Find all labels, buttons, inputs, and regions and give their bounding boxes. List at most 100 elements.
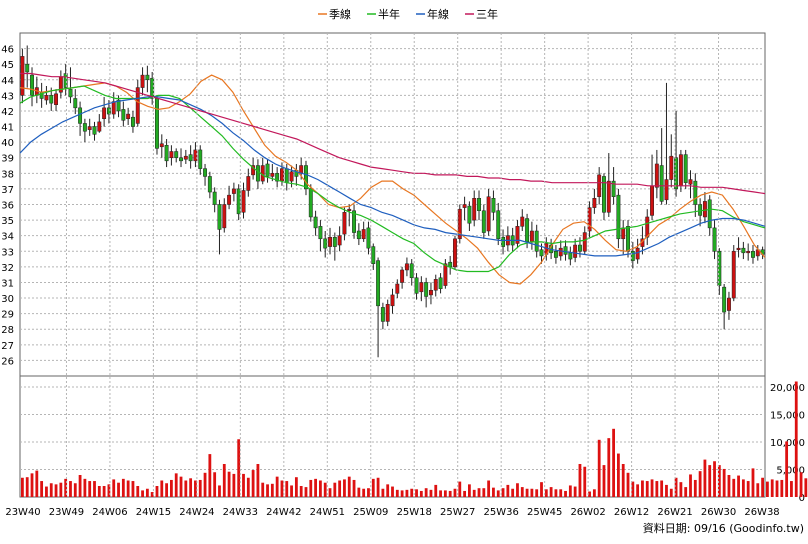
candle-body	[404, 263, 409, 271]
candle-body	[332, 236, 337, 247]
volume-tick-label: 15,000	[770, 411, 805, 422]
candle-body	[736, 247, 741, 250]
volume-bar	[73, 483, 77, 497]
candle-body	[529, 230, 534, 243]
x-tick-label: 24W06	[92, 507, 127, 518]
volume-bar	[126, 480, 130, 497]
volume-bar	[381, 488, 385, 497]
volume-bar	[246, 477, 250, 497]
price-tick-label: 26	[1, 356, 14, 367]
volume-bar	[434, 484, 438, 497]
volume-bar	[636, 484, 640, 497]
volume-bar	[621, 464, 625, 497]
candle-body	[207, 176, 212, 193]
volume-bar	[227, 471, 231, 497]
volume-bar	[141, 490, 144, 497]
candle-body	[347, 208, 352, 211]
volume-bar	[40, 481, 44, 497]
candle-body	[25, 63, 30, 73]
candle-body	[472, 198, 477, 221]
candle-body	[169, 151, 174, 158]
candle-body	[111, 101, 116, 115]
candle-body	[145, 74, 150, 81]
volume-bar	[607, 438, 611, 497]
x-tick-label: 23W49	[49, 507, 84, 518]
price-tick-label: 38	[1, 169, 14, 180]
price-tick-label: 42	[1, 107, 14, 118]
candle-body	[63, 73, 68, 88]
candle-body	[356, 230, 361, 240]
volume-bar	[304, 487, 308, 497]
candle-body	[97, 121, 102, 132]
candle-body	[669, 155, 674, 180]
candle-body	[616, 194, 621, 240]
price-tick-label: 39	[1, 154, 14, 165]
volume-bar	[275, 476, 279, 497]
candle-body	[203, 168, 207, 177]
price-tick-label: 34	[1, 232, 14, 243]
candle-body	[246, 176, 251, 191]
candle-body	[270, 173, 275, 177]
volume-bar	[641, 480, 644, 497]
candle-body	[702, 201, 707, 218]
volume-bar	[54, 484, 58, 497]
volume-bar	[347, 476, 351, 497]
candle-body	[164, 145, 169, 162]
volume-bar	[49, 483, 53, 497]
volume-bar	[328, 488, 332, 497]
candle-body	[174, 151, 179, 158]
volume-bar	[319, 480, 322, 497]
candle-body	[621, 227, 626, 240]
volume-bar	[727, 475, 731, 497]
candle-body	[106, 107, 111, 115]
candle-body	[188, 154, 193, 162]
candle-body	[217, 204, 222, 230]
candle-body	[126, 113, 131, 119]
candle-body	[308, 188, 313, 218]
candle-body	[150, 77, 155, 99]
volume-bar	[232, 473, 236, 497]
volume-bar	[602, 465, 606, 497]
volume-bar	[530, 488, 534, 497]
volume-bar	[766, 481, 769, 497]
candle-body	[433, 279, 438, 291]
candle-body	[116, 99, 121, 112]
candle-body	[429, 290, 433, 296]
volume-bar	[799, 472, 803, 497]
volume-bar	[568, 485, 572, 497]
volume-bar	[150, 492, 154, 497]
volume-bar	[424, 488, 428, 497]
volume-bar	[458, 481, 462, 497]
volume-bar	[222, 464, 226, 497]
volume-bar	[506, 484, 510, 497]
volume-bar	[194, 480, 197, 497]
volume-bar	[655, 481, 659, 497]
volume-bar	[198, 479, 202, 497]
volume-bar	[674, 477, 678, 497]
volume-bar	[626, 472, 630, 497]
candle-body	[746, 251, 751, 254]
candle-body	[602, 176, 606, 213]
volume-bar	[256, 464, 260, 497]
candle-body	[731, 251, 736, 299]
volume-bar	[83, 478, 87, 497]
volume-bar	[790, 481, 793, 497]
volume-bar	[145, 488, 149, 497]
volume-bar	[338, 480, 342, 497]
volume-bar	[559, 489, 563, 497]
volume-bar	[679, 482, 683, 497]
volume-bar	[213, 472, 217, 497]
volume-tick-label: 20,000	[770, 383, 805, 394]
candle-body	[496, 210, 501, 240]
price-tick-label: 31	[1, 278, 14, 289]
volume-bar	[35, 470, 39, 497]
candle-body	[424, 282, 429, 297]
candle-body	[650, 185, 654, 216]
price-tick-label: 43	[1, 91, 14, 102]
candle-body	[102, 107, 107, 120]
volume-bar	[477, 488, 481, 497]
volume-bar	[155, 486, 159, 497]
volume-bar	[174, 473, 178, 497]
price-tick-label: 41	[1, 123, 14, 134]
candle-body	[654, 163, 659, 188]
